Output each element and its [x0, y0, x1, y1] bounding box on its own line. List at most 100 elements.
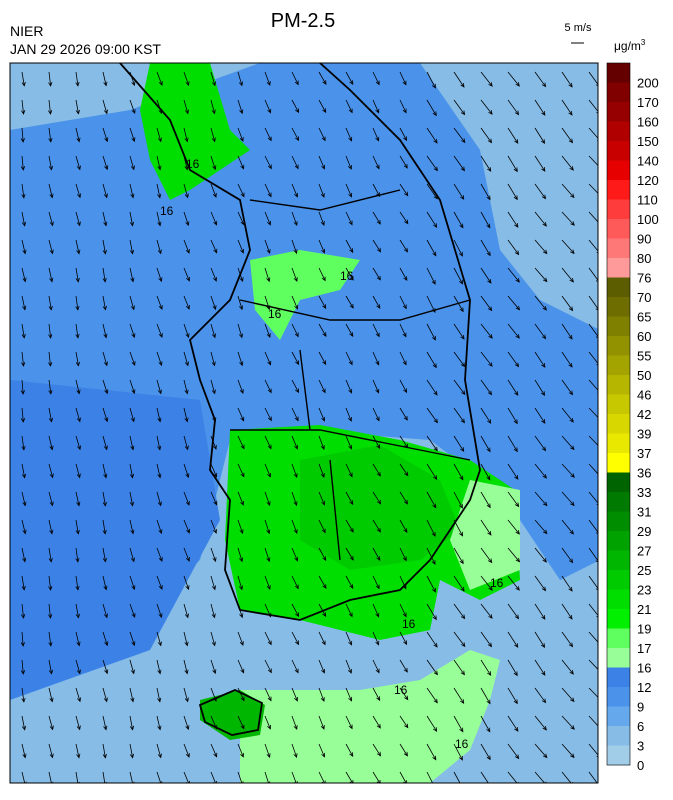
colorbar-label: 100	[637, 212, 659, 227]
wind-arrow	[237, 715, 245, 730]
wind-arrow	[588, 211, 598, 225]
wind-arrow	[561, 631, 574, 648]
wind-arrow	[129, 323, 136, 339]
wind-arrow	[129, 239, 135, 255]
wind-arrow	[561, 547, 574, 564]
wind-arrow	[426, 379, 438, 396]
colorbar-label: 65	[637, 310, 651, 325]
colorbar-label: 23	[637, 583, 651, 598]
wind-arrow	[129, 127, 136, 143]
color-segment	[607, 219, 630, 239]
wind-arrow	[588, 659, 598, 673]
wind-arrow	[453, 547, 464, 565]
wind-arrow	[75, 435, 82, 451]
wind-arrow	[156, 715, 162, 731]
wind-arrow	[426, 687, 438, 704]
wind-arrow	[210, 295, 217, 311]
wind-arrow	[318, 743, 326, 758]
wind-arrow	[399, 127, 408, 142]
wind-arrow	[318, 603, 327, 618]
colorbar-label: 200	[637, 76, 659, 91]
wind-arrow	[534, 183, 547, 200]
wind-arrow	[48, 771, 54, 783]
wind-arrow	[345, 211, 353, 226]
wind-arrow	[48, 127, 53, 143]
color-segment	[607, 238, 630, 259]
wind-arrow	[75, 351, 80, 367]
wind-arrow	[48, 575, 53, 591]
wind-arrow	[264, 659, 272, 674]
wind-arrow	[480, 239, 491, 257]
wind-arrow	[183, 99, 189, 115]
wind-arrow	[534, 519, 548, 535]
wind-arrow	[291, 379, 299, 394]
wind-arrow	[318, 547, 327, 562]
wind-arrow	[453, 659, 465, 676]
wind-arrow	[453, 519, 463, 537]
contour-label: 16	[394, 683, 408, 697]
wind-arrow	[480, 323, 493, 339]
wind-arrow	[183, 407, 189, 423]
wind-arrow	[453, 463, 464, 481]
wind-arrow	[480, 267, 492, 284]
wind-arrow	[102, 351, 108, 367]
wind-arrow	[210, 603, 216, 619]
colorbar-label: 19	[637, 622, 651, 637]
wind-arrow	[21, 211, 27, 227]
wind-arrow	[345, 547, 354, 561]
wind-arrow	[507, 99, 520, 116]
wind-arrow	[48, 351, 53, 367]
wind-arrow	[291, 407, 299, 422]
wind-arrow	[237, 295, 244, 311]
wind-arrow	[48, 491, 54, 507]
wind-arrow	[291, 743, 298, 759]
wind-arrow	[480, 715, 491, 733]
wind-arrow	[318, 183, 325, 198]
wind-arrow	[48, 547, 53, 563]
wind-arrow	[156, 575, 163, 590]
wind-arrow	[75, 687, 82, 703]
wind-arrow	[183, 71, 190, 87]
wind-arrow	[48, 323, 53, 339]
wind-arrow	[453, 379, 466, 396]
wind-arrow	[156, 659, 162, 675]
wind-arrow	[102, 547, 107, 563]
wind-arrow	[291, 575, 299, 590]
wind-arrow	[480, 603, 493, 619]
wind-arrow	[129, 771, 135, 783]
wind-arrow	[372, 687, 381, 702]
wind-arrow	[237, 211, 245, 226]
wind-arrow	[345, 603, 353, 618]
wind-arrow	[345, 379, 353, 394]
wind-arrow	[372, 71, 380, 86]
wind-arrow	[291, 295, 299, 310]
wind-arrow	[399, 351, 407, 366]
wind-arrow	[183, 379, 189, 395]
wind-arrow	[345, 99, 353, 114]
wind-arrow	[21, 295, 27, 311]
wind-arrow	[20, 379, 25, 395]
wind-arrow	[534, 71, 547, 88]
wind-arrow	[345, 743, 354, 758]
wind-arrow	[588, 631, 598, 645]
wind-arrow	[183, 323, 190, 339]
wind-arrow	[426, 323, 436, 341]
wind-arrow	[453, 323, 465, 340]
wind-arrow	[264, 239, 271, 255]
wind-arrow	[399, 211, 409, 225]
wind-arrow	[372, 99, 380, 114]
wind-arrow	[291, 127, 299, 142]
wind-arrow	[318, 379, 326, 394]
wind-arrow	[561, 771, 574, 783]
wind-arrow	[480, 379, 493, 396]
colorbar-frame	[606, 62, 631, 766]
color-segment	[607, 433, 630, 454]
wind-arrow	[426, 295, 436, 313]
wind-arrow	[588, 463, 598, 477]
wind-arrow	[129, 687, 135, 703]
wind-arrow	[48, 211, 54, 227]
wind-arrow	[237, 743, 244, 758]
wind-arrow	[480, 575, 493, 591]
wind-arrow	[534, 687, 547, 704]
wind-arrow	[318, 491, 326, 506]
